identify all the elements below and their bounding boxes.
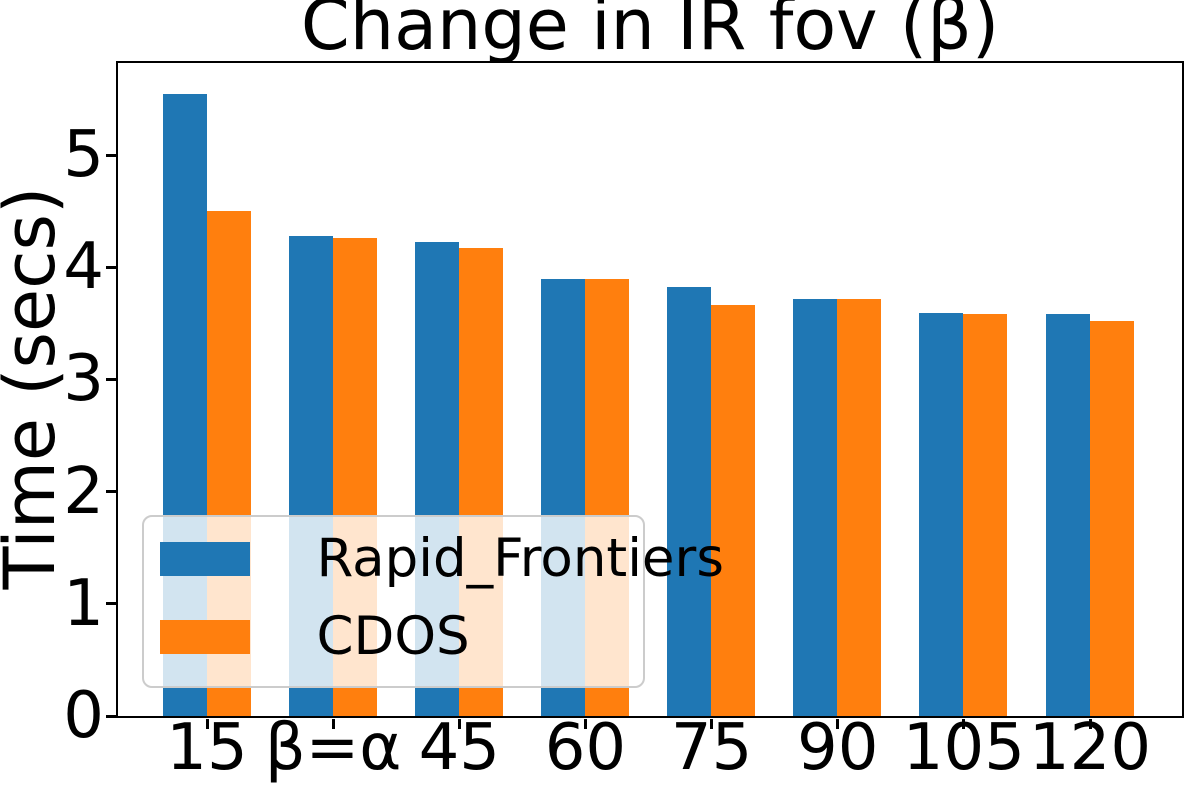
bar-cdos-75 — [711, 304, 756, 716]
bar-rapid-frontiers-75 — [667, 286, 712, 716]
bar-rapid-frontiers-120 — [1045, 313, 1090, 716]
y-tick-label: 0 — [63, 679, 104, 753]
bar-cdos-90 — [837, 299, 882, 716]
y-tick-mark — [105, 714, 116, 718]
x-tick-mark — [331, 718, 335, 729]
x-tick-mark — [836, 718, 840, 729]
y-tick-mark — [105, 265, 116, 269]
legend-label-rapid-frontiers: Rapid_Frontiers — [316, 527, 724, 589]
legend-swatch-cdos — [159, 619, 250, 654]
x-tick-mark — [457, 718, 461, 729]
x-tick-label: 120 — [1028, 711, 1152, 785]
x-tick-label: 105 — [902, 711, 1025, 785]
x-tick-label: 15 — [166, 711, 248, 785]
y-tick-mark — [105, 377, 116, 381]
plot-area: Rapid_Frontiers CDOS — [115, 60, 1184, 718]
y-tick-label: 4 — [63, 230, 104, 305]
x-tick-mark — [583, 718, 587, 729]
y-tick-label: 2 — [63, 454, 104, 529]
bar-cdos-105 — [963, 313, 1008, 716]
y-tick-label: 3 — [63, 342, 104, 417]
x-tick-label: 75 — [670, 711, 753, 785]
x-tick-label: 90 — [796, 711, 879, 785]
bar-rapid-frontiers-90 — [793, 299, 838, 716]
x-tick-mark — [1088, 718, 1092, 729]
x-tick-mark — [710, 718, 714, 729]
chart-title: Change in IR fov (β) — [300, 0, 1000, 66]
bar-rapid-frontiers-105 — [919, 312, 964, 716]
legend: Rapid_Frontiers CDOS — [141, 514, 724, 688]
x-tick-label: β=α — [264, 711, 402, 785]
y-tick-mark — [105, 602, 116, 606]
x-tick-mark — [205, 718, 209, 729]
legend-label-cdos: CDOS — [316, 605, 470, 667]
x-tick-mark — [962, 718, 966, 729]
x-tick-label: 45 — [418, 711, 500, 785]
legend-swatch-rapid-frontiers — [159, 541, 250, 576]
x-tick-label: 60 — [544, 711, 627, 785]
y-tick-mark — [105, 490, 116, 494]
bar-cdos-120 — [1089, 320, 1134, 716]
y-tick-label: 1 — [63, 566, 104, 641]
y-tick-label: 5 — [63, 118, 104, 192]
y-tick-mark — [105, 153, 116, 157]
